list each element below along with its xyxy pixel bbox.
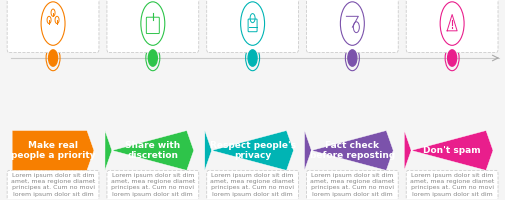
Text: Lorem ipsum dolor sit dim
amet, mea regione diamet
principes at. Cum no movi
lor: Lorem ipsum dolor sit dim amet, mea regi… <box>310 173 394 197</box>
Text: Respect people's
privacy: Respect people's privacy <box>210 141 295 160</box>
FancyBboxPatch shape <box>107 170 199 200</box>
Text: Lorem ipsum dolor sit dim
amet, mea regione diamet
principes at. Cum no movi
lor: Lorem ipsum dolor sit dim amet, mea regi… <box>11 173 95 197</box>
FancyBboxPatch shape <box>207 170 298 200</box>
FancyBboxPatch shape <box>307 0 398 53</box>
Text: Share with
discretion: Share with discretion <box>125 141 180 160</box>
FancyBboxPatch shape <box>7 0 99 53</box>
Circle shape <box>440 2 464 45</box>
FancyBboxPatch shape <box>207 0 298 53</box>
Text: Lorem ipsum dolor sit dim
amet, mea regione diamet
principes at. Cum no movi
lor: Lorem ipsum dolor sit dim amet, mea regi… <box>410 173 494 197</box>
Text: Fact check
before reposting: Fact check before reposting <box>310 141 395 160</box>
FancyBboxPatch shape <box>7 170 99 200</box>
Circle shape <box>48 50 58 66</box>
FancyBboxPatch shape <box>406 170 498 200</box>
Circle shape <box>141 2 165 45</box>
Text: Make real
people a priority: Make real people a priority <box>11 141 95 160</box>
Polygon shape <box>105 131 194 170</box>
Text: Lorem ipsum dolor sit dim
amet, mea regione diamet
principes at. Cum no movi
lor: Lorem ipsum dolor sit dim amet, mea regi… <box>211 173 295 197</box>
Polygon shape <box>305 131 393 170</box>
Circle shape <box>41 2 65 45</box>
Polygon shape <box>205 131 293 170</box>
Text: Don't spam: Don't spam <box>423 146 481 155</box>
FancyBboxPatch shape <box>107 0 199 53</box>
Text: Lorem ipsum dolor sit dim
amet, mea regione diamet
principes at. Cum no movi
lor: Lorem ipsum dolor sit dim amet, mea regi… <box>111 173 195 197</box>
Circle shape <box>248 50 257 66</box>
FancyBboxPatch shape <box>307 170 398 200</box>
Circle shape <box>148 50 158 66</box>
Circle shape <box>340 2 364 45</box>
Polygon shape <box>404 131 493 170</box>
FancyBboxPatch shape <box>406 0 498 53</box>
Circle shape <box>240 2 265 45</box>
Circle shape <box>348 50 357 66</box>
Circle shape <box>447 50 457 66</box>
Polygon shape <box>12 131 94 170</box>
